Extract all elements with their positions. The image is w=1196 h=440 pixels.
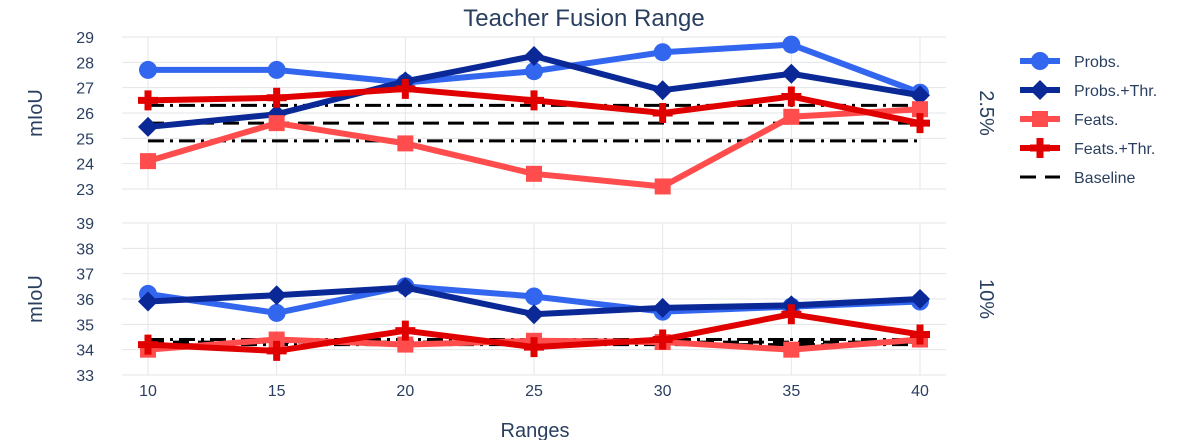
x-tick-label: 30	[654, 383, 672, 400]
y-tick-label: 38	[76, 241, 94, 258]
legend-label: Feats.+Thr.	[1074, 141, 1155, 158]
data-point	[781, 304, 802, 325]
y-tick-label: 26	[76, 106, 94, 123]
data-point	[783, 108, 800, 125]
panel-label: 2.5%	[975, 90, 997, 136]
data-point	[654, 178, 671, 195]
x-tick-label: 35	[782, 383, 800, 400]
x-tick-label: 40	[911, 383, 929, 400]
data-point	[266, 340, 287, 361]
x-tick-label: 20	[396, 383, 414, 400]
data-point	[910, 85, 930, 106]
x-tick-label: 15	[268, 383, 286, 400]
data-point	[652, 297, 673, 318]
data-point	[397, 336, 414, 353]
data-point	[268, 115, 285, 132]
y-tick-label: 34	[76, 343, 94, 360]
data-point	[783, 341, 800, 358]
legend-marker	[1030, 138, 1050, 158]
data-point	[525, 287, 543, 306]
data-point	[397, 135, 414, 152]
legend-marker	[1032, 111, 1048, 127]
data-point	[395, 78, 416, 99]
y-tick-label: 24	[76, 157, 94, 174]
series-feats-thr	[138, 78, 930, 134]
data-point	[524, 304, 544, 325]
data-point	[266, 87, 287, 108]
legend-item[interactable]: Feats.	[1020, 111, 1118, 129]
data-point	[910, 324, 930, 345]
legend-label: Probs.+Thr.	[1074, 83, 1157, 100]
y-tick-label: 33	[76, 368, 94, 385]
data-point	[139, 60, 157, 79]
series-feats-thr	[138, 304, 930, 361]
legend-label: Probs.	[1074, 54, 1120, 71]
data-point	[524, 46, 544, 66]
data-point	[395, 320, 416, 341]
legend[interactable]: Probs. Probs.+Thr. Feats. Feats.+Thr. Baseli…	[1020, 52, 1157, 187]
y-tick-label: 35	[76, 317, 94, 334]
data-point	[912, 101, 928, 118]
data-point	[652, 80, 673, 101]
data-point	[140, 153, 156, 170]
data-point	[524, 337, 544, 358]
y-axis-title: mIoU	[25, 89, 47, 137]
data-point	[267, 303, 286, 322]
data-point	[525, 62, 543, 81]
y-tick-label: 37	[76, 267, 94, 284]
data-point	[652, 329, 673, 350]
data-point	[781, 63, 802, 84]
data-point	[138, 334, 158, 355]
data-point	[138, 116, 158, 137]
data-point	[526, 165, 542, 182]
legend-item[interactable]: Probs.	[1020, 52, 1120, 71]
data-point	[268, 331, 285, 348]
legend-item[interactable]: Baseline	[1020, 170, 1135, 187]
series-feats	[140, 101, 928, 195]
x-axis-title: Ranges	[501, 420, 570, 440]
panel-label: 10%	[975, 279, 997, 319]
panel-2: 33 34 35 36 37 38 39 mIoU 10% 10 15 20 25 30 35 40	[25, 216, 997, 400]
legend-item[interactable]: Probs.+Thr.	[1020, 80, 1157, 100]
chart-title: Teacher Fusion Range	[463, 5, 704, 32]
y-tick-label: 25	[76, 131, 94, 148]
data-point	[267, 60, 286, 79]
data-point	[910, 113, 930, 134]
legend-label: Feats.	[1074, 112, 1118, 129]
y-axis-title: mIoU	[25, 275, 47, 323]
data-point	[782, 35, 801, 54]
data-point	[138, 291, 158, 312]
data-point	[138, 90, 158, 111]
y-tick-label: 23	[76, 182, 94, 199]
data-point	[910, 289, 930, 309]
plot-area: 23 24 25 26 27 28 29 mIoU 2.5% 33 34 35 36 37 38 39 mIoU…	[25, 30, 997, 400]
legend-marker	[1030, 80, 1050, 100]
y-tick-label: 39	[76, 216, 94, 233]
x-tick-label: 25	[525, 383, 543, 400]
y-tick-label: 28	[76, 55, 94, 72]
data-point	[781, 86, 802, 107]
legend-marker	[1031, 52, 1049, 70]
y-tick-label: 29	[76, 30, 94, 47]
data-point	[653, 43, 672, 62]
legend-label: Baseline	[1074, 170, 1135, 187]
data-point	[395, 277, 416, 298]
y-tick-label: 36	[76, 292, 94, 309]
x-tick-label: 10	[139, 383, 157, 400]
y-tick-label: 27	[76, 81, 94, 98]
data-point	[266, 285, 287, 306]
legend-item[interactable]: Feats.+Thr.	[1020, 138, 1155, 158]
data-point	[652, 103, 673, 123]
data-point	[524, 90, 544, 111]
panel-1: 23 24 25 26 27 28 29 mIoU 2.5%	[25, 30, 997, 199]
